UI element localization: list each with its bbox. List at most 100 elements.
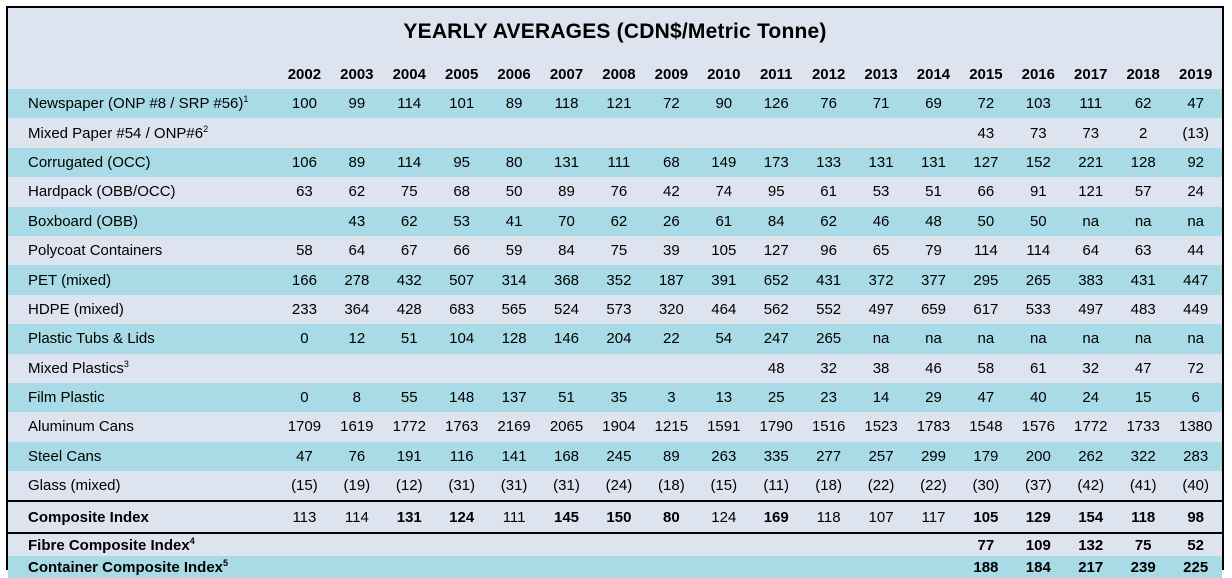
container-composite-index-row: Container Composite Index5 188 184 217 239 22… <box>8 556 1222 578</box>
value-cell-2019: na <box>1169 324 1222 354</box>
value-cell-2016: 533 <box>1012 294 1065 325</box>
year-header-2008: 2008 <box>602 66 636 83</box>
year-header-2004: 2004 <box>392 66 426 83</box>
value-cell-2008: 76 <box>592 177 646 207</box>
value-cell-2007: 84 <box>540 235 593 266</box>
value-cell-2002: 233 <box>278 294 331 325</box>
value-cell-2007: 146 <box>540 324 593 354</box>
value-cell-2007: 368 <box>540 265 593 295</box>
value-cell-2018: 239 <box>1116 556 1170 578</box>
row-label: Container Composite Index5 <box>8 556 279 578</box>
material-row: Boxboard (OBB) 43 62 53 41 70 62 26 61 84 62 46 48 50… <box>8 206 1222 236</box>
value-cell-2018: 47 <box>1116 353 1170 383</box>
value-cell-2003: 99 <box>330 89 384 119</box>
value-cell-2017: na <box>1064 324 1117 354</box>
value-cell-2011: 127 <box>750 235 803 266</box>
value-cell-2017: 262 <box>1064 441 1117 472</box>
value-cell-2010 <box>697 353 750 383</box>
value-cell-2004: (12) <box>383 471 436 502</box>
year-header-2011: 2011 <box>759 66 793 83</box>
value-cell-2003 <box>330 118 384 148</box>
row-label-text: Newspaper (ONP #8 / SRP #56) <box>28 95 244 113</box>
value-cell-2010 <box>697 556 750 578</box>
row-label: Newspaper (ONP #8 / SRP #56)1 <box>8 89 279 119</box>
value-cell-2017: 121 <box>1064 177 1117 207</box>
value-cell-2014: 29 <box>907 382 960 413</box>
value-cell-2003: 278 <box>330 265 384 295</box>
value-cell-2014: 1783 <box>907 412 960 442</box>
value-cell-2016: na <box>1012 324 1065 354</box>
value-cell-2008: 150 <box>592 500 646 535</box>
value-cell-2008: 245 <box>592 441 646 472</box>
value-cell-2008 <box>592 533 646 557</box>
value-cell-2019: 92 <box>1169 147 1222 178</box>
value-cell-2019: 52 <box>1169 533 1222 557</box>
value-cell-2005 <box>435 533 488 557</box>
value-cell-2008 <box>592 118 646 148</box>
year-header-2006: 2006 <box>497 66 531 83</box>
value-cell-2003: 64 <box>330 235 384 266</box>
value-cell-2003: 364 <box>330 294 384 325</box>
value-cell-2011: 562 <box>750 294 803 325</box>
value-cell-2015: 50 <box>959 206 1013 236</box>
value-cell-2014: 79 <box>907 235 960 266</box>
year-header-2002: 2002 <box>287 66 322 83</box>
value-cell-2004: 75 <box>383 177 436 207</box>
row-label-text: Mixed Paper #54 / ONP#6 <box>28 124 204 142</box>
value-cell-2005: 66 <box>435 235 488 266</box>
value-cell-2004 <box>383 118 436 148</box>
value-cell-2009 <box>645 533 698 557</box>
row-label: Corrugated (OCC) <box>8 147 279 178</box>
year-header-2009: 2009 <box>654 66 689 83</box>
value-cell-2007 <box>540 556 593 578</box>
value-cell-2009: 22 <box>645 324 698 354</box>
value-cell-2015: (30) <box>959 471 1013 502</box>
value-cell-2003 <box>330 556 384 578</box>
value-cell-2004: 51 <box>383 324 436 354</box>
row-label: Composite Index <box>8 500 279 535</box>
value-cell-2014: 117 <box>907 500 960 535</box>
year-header-2016: 2016 <box>1021 66 1055 83</box>
value-cell-2006: 50 <box>487 177 541 207</box>
value-cell-2015: 127 <box>959 147 1013 178</box>
value-cell-2017: na <box>1064 206 1117 236</box>
year-header-2014: 2014 <box>916 66 951 83</box>
value-cell-2008 <box>592 353 646 383</box>
value-cell-2014 <box>907 118 960 148</box>
value-cell-2007: 118 <box>540 89 593 119</box>
value-cell-2013: 65 <box>854 235 908 266</box>
value-cell-2005 <box>435 556 488 578</box>
value-cell-2011: 247 <box>750 324 803 354</box>
row-label-text: Corrugated (OCC) <box>28 153 151 171</box>
year-header-2013: 2013 <box>864 66 898 83</box>
value-cell-2002 <box>278 353 331 383</box>
material-row: Corrugated (OCC) 106 89 114 95 80 131 111 68 149 1… <box>8 147 1222 178</box>
value-cell-2013: 38 <box>854 353 908 383</box>
row-label: Fibre Composite Index4 <box>8 533 279 557</box>
value-cell-2009: 80 <box>645 500 698 535</box>
value-cell-2008: 111 <box>592 147 646 178</box>
value-cell-2019: 44 <box>1169 235 1222 266</box>
value-cell-2006: 137 <box>487 382 541 413</box>
value-cell-2012: 1516 <box>802 412 855 442</box>
value-cell-2010: 61 <box>697 206 750 236</box>
value-cell-2018: 63 <box>1116 235 1170 266</box>
value-cell-2002: 0 <box>278 324 331 354</box>
row-label-text: Film Plastic <box>28 389 105 407</box>
value-cell-2018: 322 <box>1116 441 1170 472</box>
value-cell-2003: 12 <box>330 324 384 354</box>
value-cell-2007: 89 <box>540 177 593 207</box>
value-cell-2013: 497 <box>854 294 908 325</box>
value-cell-2018: 75 <box>1116 533 1170 557</box>
value-cell-2010: 54 <box>697 324 750 354</box>
value-cell-2014: 377 <box>907 265 960 295</box>
row-label-text: Hardpack (OBB/OCC) <box>28 183 176 201</box>
value-cell-2013: (22) <box>854 471 908 502</box>
value-cell-2006: 128 <box>487 324 541 354</box>
value-cell-2005: 1763 <box>435 412 488 442</box>
value-cell-2013: 372 <box>854 265 908 295</box>
value-cell-2017: 73 <box>1064 118 1117 148</box>
value-cell-2004: 55 <box>383 382 436 413</box>
value-cell-2014: 46 <box>907 353 960 383</box>
value-cell-2015: 66 <box>959 177 1013 207</box>
